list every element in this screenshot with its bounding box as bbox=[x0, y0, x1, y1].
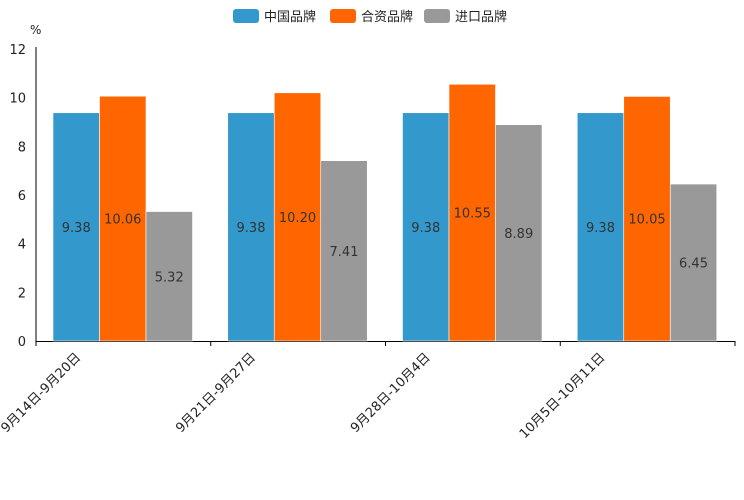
bar-2-1 bbox=[320, 160, 368, 342]
x-tick-label: 10月5日-10月11日 bbox=[517, 350, 609, 442]
bar-1-2 bbox=[448, 83, 496, 342]
legend-label: 合资品牌 bbox=[361, 9, 413, 25]
bar-1-3 bbox=[623, 96, 671, 342]
x-axis: 9月14日-9月20日 9月21日-9月27日 9月28日-10月4日 10月5日-1… bbox=[0, 341, 736, 442]
y-tick-label: 8 bbox=[18, 140, 26, 155]
x-tick-label: 9月14日-9月20日 bbox=[0, 350, 84, 436]
y-tick-label: 0 bbox=[18, 335, 26, 350]
bar-0-0 bbox=[52, 112, 100, 342]
data-label: 7.41 bbox=[330, 245, 359, 260]
legend-swatch bbox=[233, 9, 259, 23]
y-tick-label: 12 bbox=[9, 43, 26, 58]
x-tick-label: 9月28日-10月4日 bbox=[348, 350, 434, 436]
x-tick-label: 9月21日-9月27日 bbox=[173, 350, 259, 436]
data-label: 8.89 bbox=[504, 227, 533, 242]
data-label: 5.32 bbox=[155, 270, 184, 285]
bar-2-2 bbox=[495, 124, 543, 342]
legend-swatch bbox=[424, 9, 450, 23]
legend: 中国品牌 合资品牌 进口品牌 bbox=[233, 9, 507, 25]
data-label: 10.06 bbox=[104, 213, 141, 228]
y-tick-label: 2 bbox=[18, 286, 26, 301]
bars bbox=[52, 83, 718, 342]
data-label: 9.38 bbox=[62, 221, 91, 236]
y-tick-label: 10 bbox=[9, 92, 26, 107]
bar-1-0 bbox=[99, 95, 147, 342]
bar-0-2 bbox=[402, 112, 450, 342]
y-axis: 0 2 4 6 8 10 12 bbox=[9, 43, 37, 350]
data-label: 9.38 bbox=[237, 221, 266, 236]
bar-0-3 bbox=[576, 112, 625, 342]
bar-2-0 bbox=[145, 211, 193, 342]
data-label: 9.38 bbox=[411, 221, 440, 236]
y-tick-label: 6 bbox=[18, 189, 26, 204]
legend-label: 进口品牌 bbox=[455, 9, 507, 25]
bar-0-1 bbox=[227, 112, 275, 342]
bar-2-3 bbox=[669, 183, 718, 342]
y-tick-label: 4 bbox=[18, 238, 26, 253]
y-axis-unit-label: % bbox=[30, 23, 41, 37]
data-label: 6.45 bbox=[679, 257, 708, 272]
bar-1-1 bbox=[273, 92, 322, 342]
legend-swatch bbox=[330, 9, 356, 23]
data-label: 9.38 bbox=[586, 221, 615, 236]
data-label: 10.20 bbox=[279, 211, 316, 226]
data-labels: 9.38 9.38 9.38 9.38 10.06 10.20 10.55 10.05 5.32… bbox=[62, 207, 708, 286]
data-label: 10.55 bbox=[454, 207, 491, 222]
data-label: 10.05 bbox=[628, 213, 665, 228]
legend-label: 中国品牌 bbox=[264, 9, 316, 25]
